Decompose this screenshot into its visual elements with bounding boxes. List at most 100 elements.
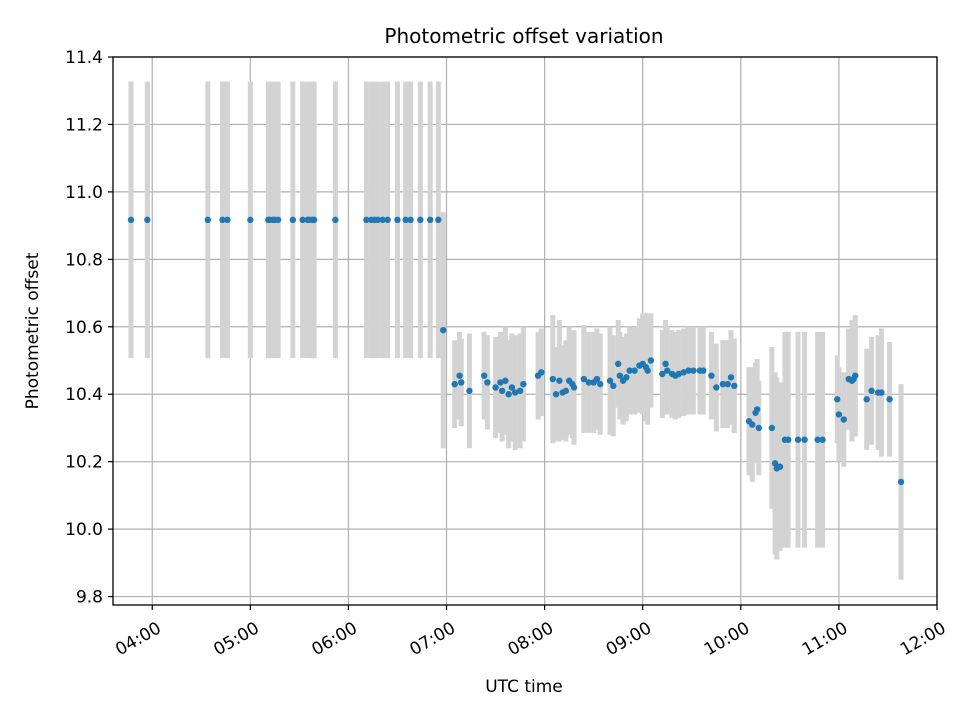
data-point: [886, 396, 893, 403]
data-point: [435, 216, 442, 224]
data-point: [289, 216, 297, 224]
y-tick-label: 10.0: [65, 520, 103, 540]
data-point: [511, 389, 519, 396]
data-point: [224, 216, 231, 224]
data-point: [379, 216, 386, 224]
data-point: [458, 379, 465, 386]
data-point: [768, 424, 776, 432]
data-point: [549, 375, 556, 383]
data-point: [299, 216, 306, 224]
data-point: [719, 380, 727, 388]
data-point: [498, 387, 506, 395]
data-point: [878, 389, 885, 396]
data-point: [538, 369, 545, 376]
data-point: [562, 387, 570, 395]
data-point: [647, 357, 655, 364]
data-point: [626, 367, 633, 374]
data-point: [247, 216, 254, 224]
data-point: [713, 384, 720, 391]
data-point: [724, 380, 731, 388]
data-point: [456, 372, 463, 379]
data-point: [570, 384, 578, 391]
data-point: [505, 391, 512, 398]
x-tick-label: 04:00: [112, 618, 164, 660]
data-point: [680, 369, 687, 376]
data-point: [466, 387, 473, 395]
data-point: [753, 406, 761, 413]
data-point: [492, 384, 499, 391]
data-point: [776, 463, 784, 470]
x-tick-label: 08:00: [505, 618, 557, 660]
data-point: [127, 216, 135, 224]
data-point: [610, 382, 617, 389]
data-point: [484, 379, 491, 386]
data-point: [144, 216, 151, 224]
y-tick-label: 10.4: [65, 385, 103, 405]
data-point: [616, 372, 624, 379]
data-point: [440, 326, 447, 334]
data-point: [502, 377, 509, 384]
y-tick-label: 9.8: [76, 588, 103, 608]
data-point: [685, 367, 692, 374]
data-point: [417, 216, 424, 224]
data-point: [374, 216, 382, 224]
data-point: [662, 360, 669, 368]
data-point: [819, 436, 826, 443]
plot-frame: [112, 56, 938, 606]
data-point: [451, 380, 458, 388]
data-point: [402, 216, 409, 224]
data-point: [219, 216, 226, 224]
data-point: [644, 367, 651, 374]
data-point: [363, 216, 370, 224]
x-tick-label: 07:00: [407, 618, 459, 660]
data-point: [556, 377, 563, 384]
data-point: [407, 216, 414, 224]
y-tick-label: 11.0: [65, 183, 103, 203]
data-point: [897, 478, 905, 486]
data-point: [580, 375, 588, 383]
data-point: [794, 436, 802, 443]
data-point: [623, 374, 630, 381]
data-point: [814, 436, 821, 443]
data-point: [700, 367, 707, 374]
data-point: [204, 216, 212, 224]
data-point: [606, 377, 614, 384]
data-point: [631, 367, 638, 374]
data-point: [552, 391, 560, 398]
chart-title: Photometric offset variation: [384, 24, 663, 48]
data-point: [274, 216, 282, 224]
data-point: [614, 360, 622, 368]
data-point: [852, 372, 859, 379]
data-point: [480, 372, 488, 379]
x-tick-label: 12:00: [897, 618, 949, 660]
data-point: [664, 367, 671, 374]
y-tick-label: 10.6: [65, 318, 103, 338]
data-point: [801, 436, 808, 443]
data-point: [332, 216, 339, 224]
y-tick-label: 10.2: [65, 453, 103, 473]
data-point: [690, 367, 697, 374]
data-point: [755, 424, 762, 432]
data-point: [785, 436, 792, 443]
data-point: [731, 382, 738, 389]
data-point: [585, 379, 592, 386]
data-point: [834, 396, 841, 403]
data-point: [426, 216, 434, 224]
x-tick-label: 05:00: [210, 618, 262, 660]
data-point: [508, 384, 516, 391]
data-point: [708, 372, 715, 379]
y-tick-label: 10.8: [65, 250, 103, 270]
data-point: [516, 387, 524, 395]
data-point: [659, 370, 666, 378]
data-point: [593, 375, 601, 383]
data-point: [597, 380, 604, 388]
data-point: [727, 374, 735, 381]
x-axis-label: UTC time: [485, 677, 563, 697]
data-point: [771, 460, 779, 467]
y-axis: 9.8 10.0 10.2 10.4 10.6 10.8 11.0 11.2 11.4: [65, 48, 113, 608]
data-point: [835, 411, 843, 418]
x-tick-label: 10:00: [701, 618, 753, 660]
data-point: [520, 380, 527, 388]
data-point: [675, 370, 682, 378]
